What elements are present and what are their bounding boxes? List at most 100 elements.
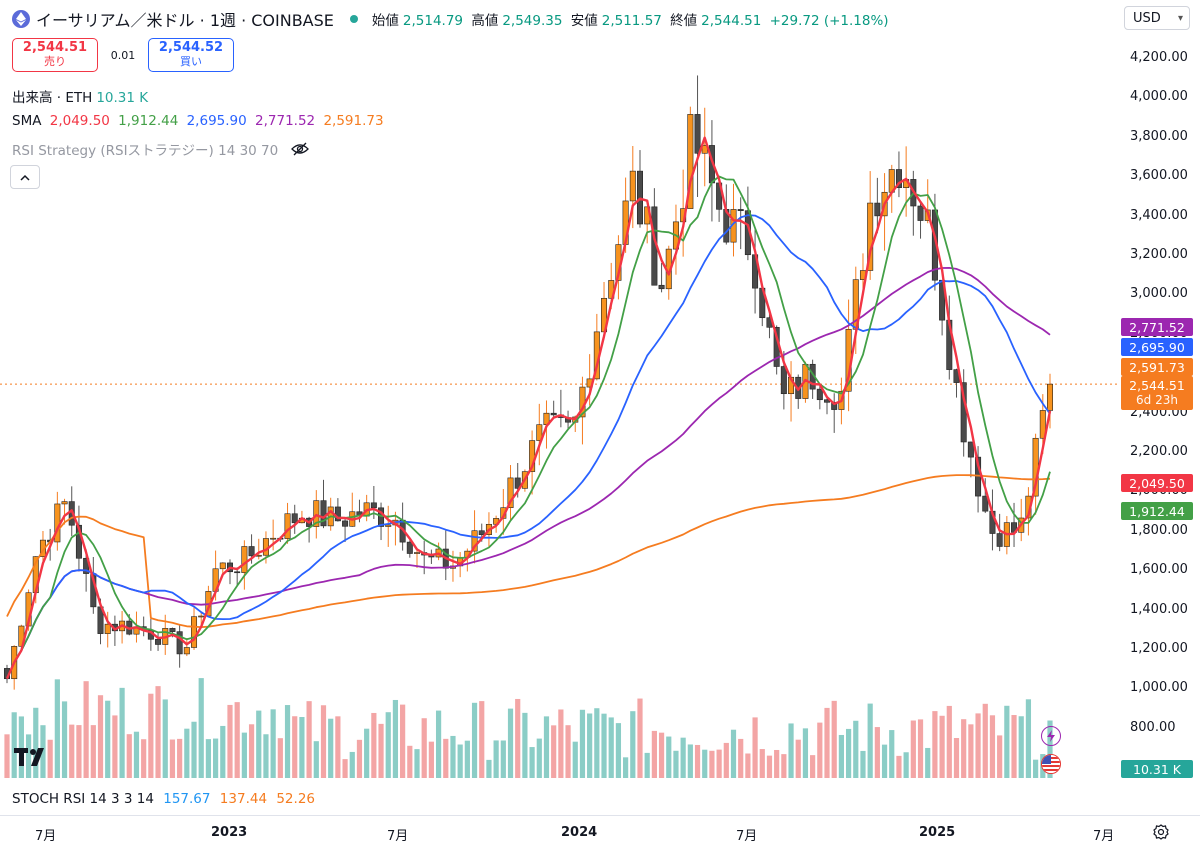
candle [370, 502, 377, 509]
volume-bar [795, 739, 801, 778]
volume-bar [723, 742, 729, 778]
candle [816, 388, 823, 401]
price-tag: 2,544.51 6d 23h [1121, 376, 1193, 410]
volume-bar [220, 725, 226, 778]
volume-bar [536, 738, 542, 778]
chevron-down-icon: ▾ [1177, 12, 1183, 24]
gear-icon[interactable] [1153, 824, 1169, 844]
volume-bar [989, 715, 996, 778]
volume-bar [105, 700, 111, 778]
tradingview-logo[interactable] [14, 744, 50, 774]
volume-bar [486, 759, 492, 778]
volume-bar [428, 741, 434, 778]
volume-bar [802, 728, 809, 778]
volume-bar [889, 730, 895, 778]
candle [169, 628, 176, 632]
price-tag: 2,771.52 [1121, 318, 1193, 336]
volume-bar [925, 747, 931, 778]
candle [248, 546, 255, 557]
trade-panel: 2,544.51 売り 0.01 2,544.52 買い [12, 38, 234, 72]
volume-bar [263, 734, 269, 778]
currency-select[interactable]: USD ▾ [1124, 6, 1190, 30]
candle [1047, 383, 1054, 411]
volume-bar [33, 707, 39, 778]
spread-value: 0.01 [110, 48, 136, 62]
volume-bar [371, 712, 377, 778]
candle [320, 500, 327, 527]
volume-bar [133, 731, 140, 778]
volume-bar [594, 708, 600, 778]
volume-bar [788, 723, 794, 778]
price-tag: 10.31 K [1121, 760, 1193, 778]
volume-bar [687, 744, 693, 778]
price-tick-label: 3,400.00 [1130, 207, 1188, 223]
lightning-icon[interactable] [1041, 726, 1061, 746]
volume-bar [673, 750, 679, 778]
volume-bar [759, 749, 765, 778]
price-chart[interactable] [0, 0, 1118, 815]
volume-bar [939, 715, 945, 778]
volume-bar [680, 737, 686, 778]
open-value: 2,514.79 [402, 13, 464, 29]
volume-bar [651, 730, 657, 778]
volume-bar [601, 713, 607, 778]
volume-bar [342, 759, 348, 778]
volume-bar [407, 745, 413, 778]
candle [414, 552, 421, 554]
sell-button[interactable]: 2,544.51 売り [12, 38, 98, 72]
candle [514, 477, 521, 489]
volume-bar [529, 747, 535, 778]
candle [291, 513, 298, 524]
price-tick-label: 4,200.00 [1130, 50, 1188, 65]
volume-bar [961, 719, 967, 778]
volume-bar [615, 723, 622, 778]
us-flag-icon[interactable] [1041, 754, 1061, 774]
candle [155, 638, 162, 645]
rsi-strategy-legend[interactable]: RSI Strategy (RSIストラテジー) 14 30 70 [12, 139, 310, 159]
volume-bar [119, 687, 125, 778]
volume-bar [47, 739, 53, 778]
sma-legend[interactable]: SMA 2,049.50 1,912.44 2,695.90 2,771.52 … [12, 113, 384, 129]
volume-bar [579, 709, 586, 778]
candle [895, 169, 902, 189]
volume-legend[interactable]: 出来高 · ETH 10.31 K [12, 90, 149, 106]
candle [471, 530, 478, 552]
candle [191, 616, 198, 648]
candle [1039, 410, 1046, 439]
volume-bar [946, 705, 952, 778]
price-tick-label: 1,600.00 [1130, 562, 1188, 578]
pane-divider [0, 815, 1200, 816]
stoch-rsi-legend[interactable]: STOCH RSI 14 3 3 14 157.67 137.44 52.26 [12, 791, 315, 807]
volume-bar [982, 703, 988, 778]
volume-bar [910, 720, 916, 778]
volume-bar [97, 695, 104, 778]
volume-bar [241, 732, 247, 778]
volume-bar [565, 725, 571, 778]
volume-bar [320, 705, 327, 778]
buy-button[interactable]: 2,544.52 買い [148, 38, 234, 72]
volume-bar [256, 710, 262, 778]
volume-bar [270, 709, 276, 778]
volume-bar [507, 708, 514, 778]
ethereum-icon [12, 10, 30, 28]
volume-bar [752, 717, 758, 778]
volume-bar [781, 754, 787, 778]
volume-bar [838, 734, 844, 778]
volume-bar [551, 725, 557, 778]
close-value: 2,544.51 [701, 13, 762, 29]
candle [378, 507, 385, 527]
price-tick-label: 3,600.00 [1130, 168, 1188, 184]
volume-bar [522, 712, 528, 778]
volume-bar [637, 698, 643, 778]
market-status-icon[interactable] [349, 15, 358, 23]
collapse-legend-button[interactable] [10, 165, 40, 189]
volume-bar [162, 699, 168, 778]
symbol-title[interactable]: イーサリアム／米ドル · 1週 · COINBASE [36, 11, 334, 30]
volume-bar [299, 717, 305, 778]
volume-bar [1047, 720, 1053, 778]
candle [104, 623, 111, 634]
volume-bar [867, 703, 873, 778]
eye-hidden-icon[interactable] [290, 141, 310, 157]
volume-bar [126, 734, 132, 778]
volume-bar [730, 729, 737, 778]
